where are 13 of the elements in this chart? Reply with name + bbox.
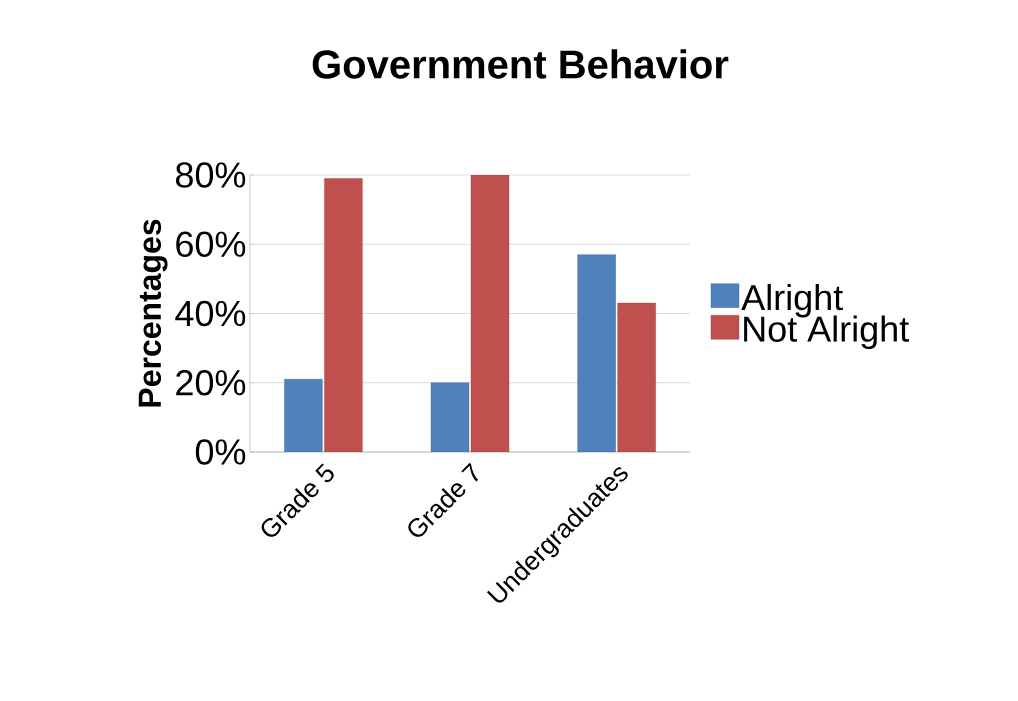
bar [470,175,510,452]
bar [284,379,323,452]
y-tick-label: 60% [176,231,246,257]
y-axis-title: Percentages [138,219,168,407]
y-tick-label: 20% [176,370,246,396]
bar [430,382,470,452]
y-tick-label: 40% [175,300,246,327]
bar [577,254,616,452]
y-tick-label: 0% [195,439,246,465]
y-tick-label: 80% [175,162,246,188]
bar [324,178,363,452]
bar [617,302,656,452]
chart-title: Government Behavior [312,49,729,79]
